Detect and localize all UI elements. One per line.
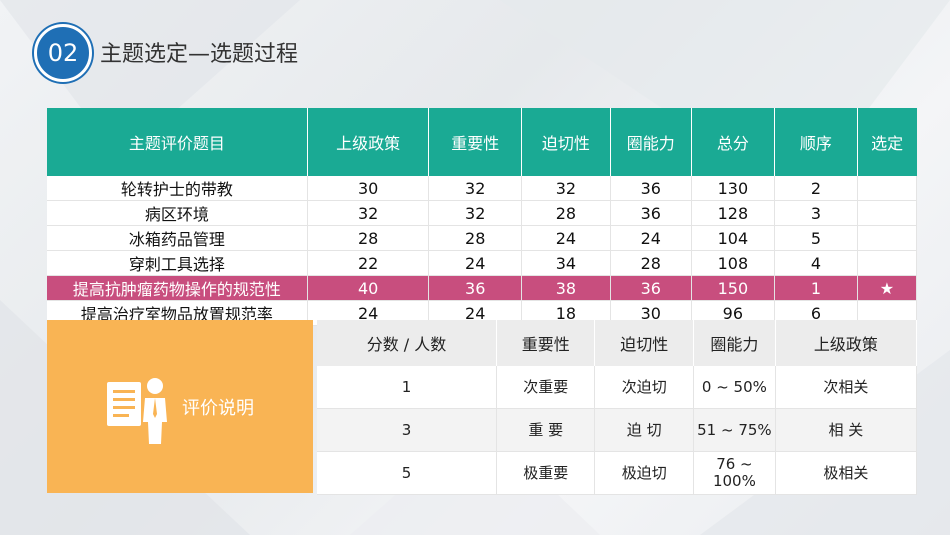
table-row: 轮转护士的带教 30 32 32 36 130 2 xyxy=(47,176,918,201)
table-cell: 5 xyxy=(317,451,497,495)
table-cell: 0 ~ 50% xyxy=(693,366,776,409)
table-cell: 36 xyxy=(610,275,692,301)
table-row: 冰箱药品管理 28 28 24 24 104 5 xyxy=(47,225,918,251)
selected-star-cell xyxy=(857,200,918,226)
column-header: 顺序 xyxy=(774,108,858,176)
table-cell: 28 xyxy=(428,225,523,251)
table-cell: 51 ~ 75% xyxy=(693,408,776,452)
column-header: 迫切性 xyxy=(521,108,611,176)
selected-star-cell: ★ xyxy=(857,275,918,301)
table-cell: 128 xyxy=(691,200,775,226)
table-cell: 5 xyxy=(774,225,858,251)
section-number-badge: 02 xyxy=(34,24,92,82)
selected-star-cell xyxy=(857,225,918,251)
table-row: 病区环境 32 32 28 36 128 3 xyxy=(47,200,918,226)
table-cell: 38 xyxy=(521,275,611,301)
table-cell: 36 xyxy=(610,200,692,226)
document-person-icon xyxy=(107,378,167,444)
table-cell: 极迫切 xyxy=(594,451,694,495)
table-cell: 次迫切 xyxy=(594,366,694,409)
legend-panel: 评价说明 xyxy=(47,320,313,493)
table-cell: 28 xyxy=(521,200,611,226)
table-cell: 次重要 xyxy=(496,366,596,409)
table-cell: 迫 切 xyxy=(594,408,694,452)
table-cell: 2 xyxy=(774,176,858,201)
table-cell: 轮转护士的带教 xyxy=(47,176,308,201)
table-cell: 24 xyxy=(428,250,523,276)
table-cell: 提高抗肿瘤药物操作的规范性 xyxy=(47,275,308,301)
table-cell: 4 xyxy=(774,250,858,276)
table-cell: 32 xyxy=(428,176,523,201)
table-cell: 28 xyxy=(610,250,692,276)
table-cell: 24 xyxy=(610,225,692,251)
table-cell: 3 xyxy=(774,200,858,226)
table-cell: 病区环境 xyxy=(47,200,308,226)
selected-star-cell xyxy=(857,176,918,201)
column-header: 主题评价题目 xyxy=(47,108,308,176)
table-row: 1 次重要 次迫切 0 ~ 50% 次相关 xyxy=(317,366,918,409)
scoring-criteria-table: 分数 / 人数 重要性 迫切性 圈能力 上级政策 1 次重要 次迫切 0 ~ 50% 次… xyxy=(317,320,918,495)
table-cell: 1 xyxy=(774,275,858,301)
table-cell: 极相关 xyxy=(775,451,918,495)
table-cell: 150 xyxy=(691,275,775,301)
column-header: 重要性 xyxy=(428,108,523,176)
column-header: 圈能力 xyxy=(610,108,692,176)
table-cell: 次相关 xyxy=(775,366,918,409)
selected-star-cell xyxy=(857,250,918,276)
page-title: 主题选定—选题过程 xyxy=(100,42,299,67)
column-header: 总分 xyxy=(691,108,775,176)
table-cell: 76 ~ 100% xyxy=(693,451,776,495)
table-row: 穿刺工具选择 22 24 34 28 108 4 xyxy=(47,250,918,276)
table-cell: 34 xyxy=(521,250,611,276)
table-cell: 相 关 xyxy=(775,408,918,452)
table-cell: 极重要 xyxy=(496,451,596,495)
table-cell: 穿刺工具选择 xyxy=(47,250,308,276)
legend-label: 评价说明 xyxy=(182,398,254,419)
table-cell: 40 xyxy=(307,275,430,301)
table-cell: 130 xyxy=(691,176,775,201)
table-cell: 32 xyxy=(521,176,611,201)
table-row: 提高抗肿瘤药物操作的规范性 40 36 38 36 150 1 ★ xyxy=(47,275,918,301)
table-cell: 1 xyxy=(317,366,497,409)
table-cell: 28 xyxy=(307,225,430,251)
table-cell: 3 xyxy=(317,408,497,452)
table-cell: 22 xyxy=(307,250,430,276)
table-cell: 重 要 xyxy=(496,408,596,452)
table-row: 5 极重要 极迫切 76 ~ 100% 极相关 xyxy=(317,451,918,495)
column-header: 选定 xyxy=(857,108,917,176)
column-header: 上级政策 xyxy=(307,108,430,176)
table-cell: 36 xyxy=(428,275,523,301)
topic-evaluation-table: 主题评价题目 上级政策 重要性 迫切性 圈能力 总分 顺序 选定 轮转护士的带教… xyxy=(47,108,918,326)
column-header: 重要性 xyxy=(496,320,596,366)
table-cell: 36 xyxy=(610,176,692,201)
table-cell: 104 xyxy=(691,225,775,251)
table-cell: 30 xyxy=(307,176,430,201)
table-cell: 冰箱药品管理 xyxy=(47,225,308,251)
table-cell: 108 xyxy=(691,250,775,276)
table-header-row: 分数 / 人数 重要性 迫切性 圈能力 上级政策 xyxy=(317,320,918,366)
table-header-row: 主题评价题目 上级政策 重要性 迫切性 圈能力 总分 顺序 选定 xyxy=(47,108,917,176)
table-cell: 32 xyxy=(428,200,523,226)
column-header: 分数 / 人数 xyxy=(317,320,497,366)
column-header: 迫切性 xyxy=(594,320,694,366)
table-cell: 32 xyxy=(307,200,430,226)
table-cell: 24 xyxy=(521,225,611,251)
column-header: 上级政策 xyxy=(775,320,918,366)
column-header: 圈能力 xyxy=(693,320,776,366)
